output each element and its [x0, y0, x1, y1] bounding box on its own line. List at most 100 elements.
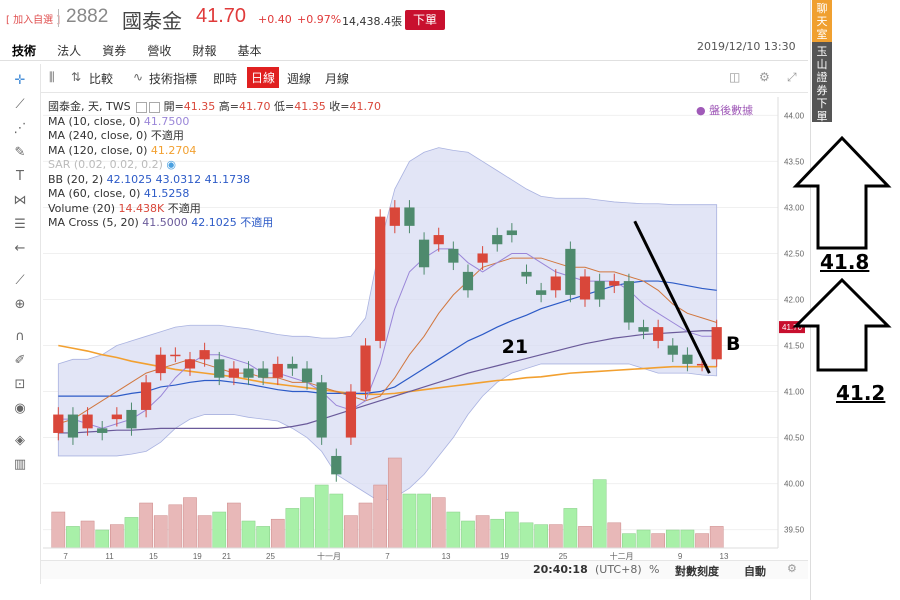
candle: [623, 281, 635, 323]
legend-ma10-label: MA (10, close, 0): [48, 114, 141, 128]
legend-bb-low: 41.1738: [204, 172, 251, 186]
legend-ma240: MA (240, close, 0) 不適用: [48, 129, 381, 144]
volume-bar: [417, 493, 431, 549]
legend-ohlc: 國泰金, 天, TWS 開=41.35 高=41.70 低=41.35 收=41…: [48, 100, 381, 115]
text-icon[interactable]: T: [16, 169, 24, 184]
chat-room-tab[interactable]: 聊天室: [812, 0, 832, 42]
candle: [477, 253, 488, 263]
candle: [184, 359, 196, 369]
tab-revenue[interactable]: 營收: [147, 44, 172, 58]
volume-bar: [329, 493, 344, 549]
fib-icon[interactable]: ⋰: [13, 121, 27, 136]
legend-high: 41.70: [239, 100, 271, 113]
tab-basic[interactable]: 基本: [237, 44, 262, 58]
auto-scale-toggle[interactable]: 自動: [744, 565, 766, 578]
fullscreen-icon[interactable]: ⤢: [787, 70, 797, 84]
draw-lock-icon[interactable]: ✐: [14, 353, 26, 368]
volume-bar: [592, 479, 607, 549]
tab-margin[interactable]: 資券: [102, 44, 127, 58]
layers-icon[interactable]: ◈: [15, 433, 25, 448]
candle: [199, 350, 210, 360]
settings-icon[interactable]: ⚙: [787, 562, 797, 575]
bollinger-band: [57, 147, 718, 503]
legend-bb-mid: 42.1025: [106, 172, 153, 186]
ma60-line: [58, 280, 717, 397]
brush-icon[interactable]: ✎: [14, 145, 26, 160]
x-tick-label: 13: [442, 552, 451, 560]
after-hours-label[interactable]: ● 盤後數據: [696, 104, 754, 117]
annotation-418: 41.8: [820, 250, 870, 274]
crosshair-icon[interactable]: ✛: [14, 73, 26, 88]
monthly-button[interactable]: 月線: [325, 72, 350, 86]
price-chart[interactable]: 44.00 43.50 43.00 42.50 42.00 41.50 41.00 40.50…: [41, 93, 808, 580]
candle: [111, 414, 122, 420]
volume-bar: [387, 457, 402, 549]
volume-lots: 14,438.4張: [342, 15, 402, 28]
ruler-icon[interactable]: ⟋: [15, 273, 25, 288]
candle: [462, 271, 474, 291]
legend-macross-a: 41.5000: [142, 216, 188, 229]
trash-icon[interactable]: ▥: [13, 457, 27, 472]
trendline-icon[interactable]: ⟋: [15, 97, 25, 112]
main-tabs: 技術 法人 資券 營收 財報 基本: [12, 40, 278, 58]
compare-button[interactable]: 比較: [89, 72, 114, 86]
legend-ma120: MA (120, close, 0) 41.2704: [48, 144, 381, 159]
legend-macross-label: MA Cross (5, 20): [48, 216, 139, 229]
arrow-left-icon[interactable]: ←: [14, 241, 26, 256]
trend-line: [633, 220, 711, 374]
candle: [609, 281, 620, 286]
candle: [360, 345, 371, 392]
volume-bar: [519, 522, 534, 549]
gear-icon[interactable]: ⚙: [759, 70, 770, 84]
candle: [243, 368, 254, 378]
volume-bar: [80, 520, 95, 549]
candle: [638, 327, 649, 332]
y-tick-label: 42.50: [784, 249, 805, 258]
candle: [711, 327, 722, 360]
indicator-icon[interactable]: ∿: [133, 70, 144, 84]
magnet-icon[interactable]: ∩: [15, 329, 25, 344]
add-watchlist-link[interactable]: [ 加入自選 ]: [6, 15, 61, 26]
legend-settings-icon[interactable]: [149, 101, 161, 113]
legend-sar-label: SAR (0.02, 0.02, 0.2): [48, 158, 163, 171]
price-change-pct: +0.97%: [297, 13, 342, 26]
camera-icon[interactable]: ◫: [729, 70, 741, 84]
eye-icon[interactable]: ◉: [166, 158, 177, 171]
broker-order-tab[interactable]: 玉山證券下單: [812, 42, 832, 123]
timezone[interactable]: (UTC+8): [595, 563, 642, 576]
volume-bar: [110, 524, 124, 549]
candle: [155, 354, 166, 374]
candle-style-icon[interactable]: ⫼: [49, 70, 55, 84]
volume-bar: [270, 518, 285, 549]
candle: [535, 290, 547, 295]
weekly-button[interactable]: 週線: [287, 72, 312, 86]
annotation-412: 41.2: [836, 381, 886, 405]
candle: [228, 368, 240, 378]
candle: [67, 414, 79, 438]
volume-bar: [300, 497, 314, 549]
x-tick-label: 25: [559, 552, 568, 560]
pattern-icon[interactable]: ⋈: [13, 193, 27, 208]
tab-financials[interactable]: 財報: [192, 44, 217, 58]
legend-ma10: MA (10, close, 0) 41.7500: [48, 115, 381, 130]
percent-toggle[interactable]: %: [649, 563, 660, 576]
volume-bar: [358, 502, 373, 549]
candle: [579, 276, 591, 300]
volume-bar: [285, 508, 300, 549]
annotation-b: B: [726, 333, 740, 355]
indicators-button[interactable]: 技術指標: [149, 72, 198, 86]
daily-button[interactable]: 日線: [247, 67, 280, 88]
quote-datetime: 2019/12/10 13:30: [697, 40, 796, 53]
zoom-icon[interactable]: ⊕: [14, 297, 26, 312]
realtime-button[interactable]: 即時: [213, 72, 238, 86]
tab-technical[interactable]: 技術: [12, 44, 37, 58]
order-button[interactable]: 下單: [405, 10, 445, 30]
tab-institutional[interactable]: 法人: [57, 44, 82, 58]
prediction-icon[interactable]: ☰: [14, 217, 26, 232]
legend-toggle-icon[interactable]: [136, 101, 148, 113]
eye-icon[interactable]: ◉: [14, 401, 26, 416]
volume-bar: [314, 484, 329, 549]
compare-icon[interactable]: ⇅: [71, 70, 82, 84]
log-scale-toggle[interactable]: 對數刻度: [675, 565, 719, 578]
lock-icon[interactable]: ⊡: [14, 377, 26, 392]
